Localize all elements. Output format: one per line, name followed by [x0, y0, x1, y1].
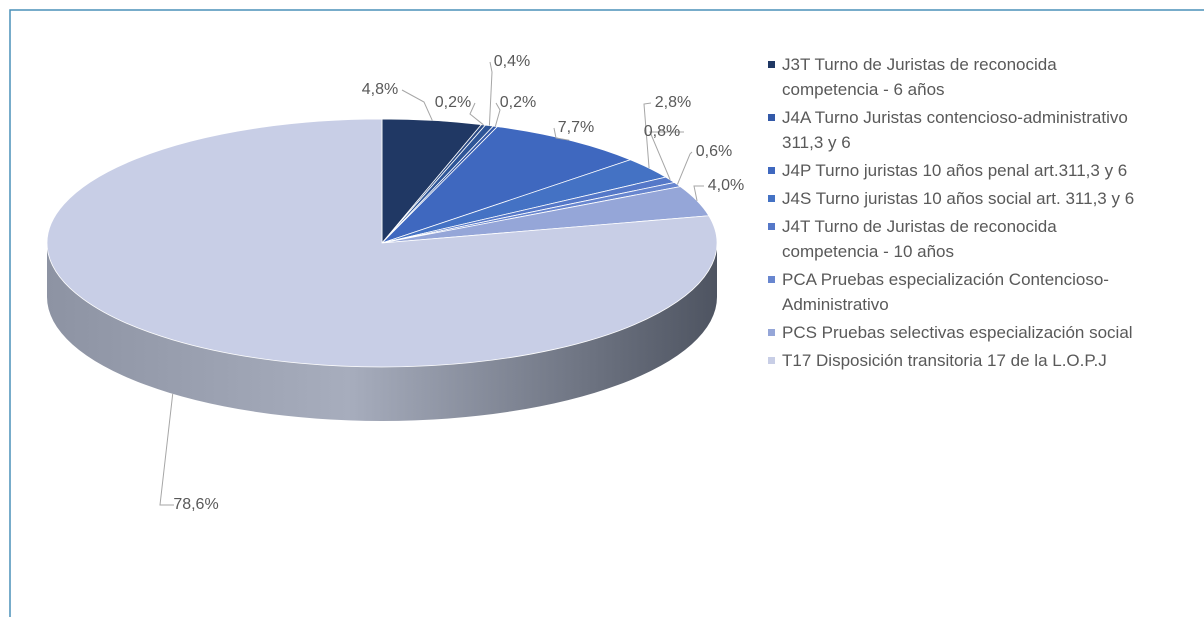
leader-line — [676, 151, 693, 185]
leader-line — [488, 61, 493, 126]
legend-item: PCA Pruebas especialización Contencioso-… — [768, 267, 1152, 317]
legend-swatch — [768, 329, 775, 336]
legend: J3T Turno de Juristas de reconocida comp… — [768, 52, 1168, 376]
legend-label: J4S Turno juristas 10 años social art. 3… — [782, 189, 1135, 208]
data-label: 0,8% — [644, 123, 680, 140]
data-label: 0,6% — [696, 143, 732, 160]
data-label: 0,2% — [435, 94, 471, 111]
legend-swatch — [768, 357, 775, 364]
data-label: 2,8% — [655, 94, 691, 111]
legend-item: J4P Turno juristas 10 años penal art.311… — [768, 158, 1152, 183]
legend-label: J4P Turno juristas 10 años penal art.311… — [782, 161, 1128, 180]
data-label: 0,4% — [494, 53, 530, 70]
legend-item: J4T Turno de Juristas de reconocida comp… — [768, 214, 1152, 264]
legend-swatch — [768, 61, 775, 68]
legend-item: J4S Turno juristas 10 años social art. 3… — [768, 186, 1152, 211]
legend-item: J4A Turno Juristas contencioso-administr… — [768, 105, 1152, 155]
legend-item: PCS Pruebas selectivas especialización s… — [768, 320, 1152, 345]
data-label: 4,8% — [362, 81, 398, 98]
legend-label: PCS Pruebas selectivas especialización s… — [782, 323, 1133, 342]
pie-side — [47, 243, 717, 421]
frame — [9, 9, 1204, 617]
data-label: 7,7% — [558, 119, 594, 136]
legend-swatch — [768, 276, 775, 283]
legend-label: J4T Turno de Juristas de reconocida comp… — [782, 217, 1057, 261]
legend-item: T17 Disposición transitoria 17 de la L.O… — [768, 348, 1152, 373]
legend-swatch — [768, 167, 775, 174]
leader-line — [494, 102, 501, 127]
leader-line — [693, 185, 704, 201]
leader-line — [401, 89, 433, 121]
data-label: 0,2% — [500, 94, 536, 111]
legend-swatch — [768, 223, 775, 230]
leader-line — [553, 127, 570, 141]
data-label: 4,0% — [708, 177, 744, 194]
legend-item: J3T Turno de Juristas de reconocida comp… — [768, 52, 1152, 102]
leader-line — [469, 102, 484, 126]
legend-label: J4A Turno Juristas contencioso-administr… — [782, 108, 1128, 152]
pie-slice — [46, 118, 718, 368]
leader-line — [643, 102, 652, 169]
leader-line — [159, 393, 174, 506]
legend-swatch — [768, 114, 775, 121]
legend-label: PCA Pruebas especialización Contencioso-… — [782, 270, 1109, 314]
legend-label: J3T Turno de Juristas de reconocida comp… — [782, 55, 1057, 99]
data-label: 78,6% — [173, 496, 218, 513]
leader-line — [649, 131, 684, 180]
legend-swatch — [768, 195, 775, 202]
legend-label: T17 Disposición transitoria 17 de la L.O… — [782, 351, 1107, 370]
